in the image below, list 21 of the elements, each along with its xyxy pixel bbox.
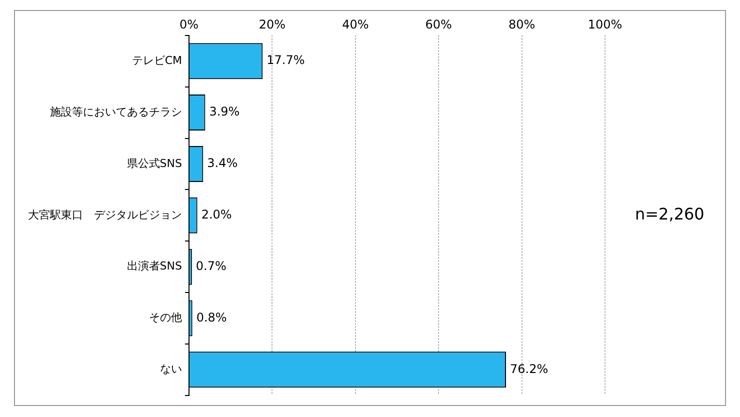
y-tick-label: ない [160, 362, 182, 376]
data-label: 17.7% [266, 53, 305, 68]
data-label: 0.7% [196, 258, 226, 273]
data-label: 0.8% [196, 310, 227, 324]
x-tick-label: 40% [342, 17, 369, 32]
y-tick-label: その他 [149, 311, 182, 324]
x-tick-label: 0% [179, 17, 199, 32]
data-label: 2.0% [201, 208, 232, 222]
x-tick-label: 100% [588, 17, 622, 32]
y-tick-label: テレビCM [132, 54, 182, 67]
x-tick-label: 80% [508, 17, 536, 32]
data-label: 76.2% [510, 362, 548, 376]
y-tick-label: 県公式SNS [126, 156, 182, 170]
y-tick-label: 出演者SNS [126, 260, 182, 273]
text: n=2,260 [635, 204, 704, 224]
x-tick-label: 20% [258, 17, 286, 32]
data-label: 3.4% [207, 156, 238, 170]
x-tick-label: 60% [425, 17, 452, 32]
data-label: 3.9% [209, 104, 240, 119]
y-tick-label: 施設等においてあるチラシ [50, 105, 182, 118]
y-tick-label: 大宮駅東口 デジタルビジョン [28, 208, 182, 222]
